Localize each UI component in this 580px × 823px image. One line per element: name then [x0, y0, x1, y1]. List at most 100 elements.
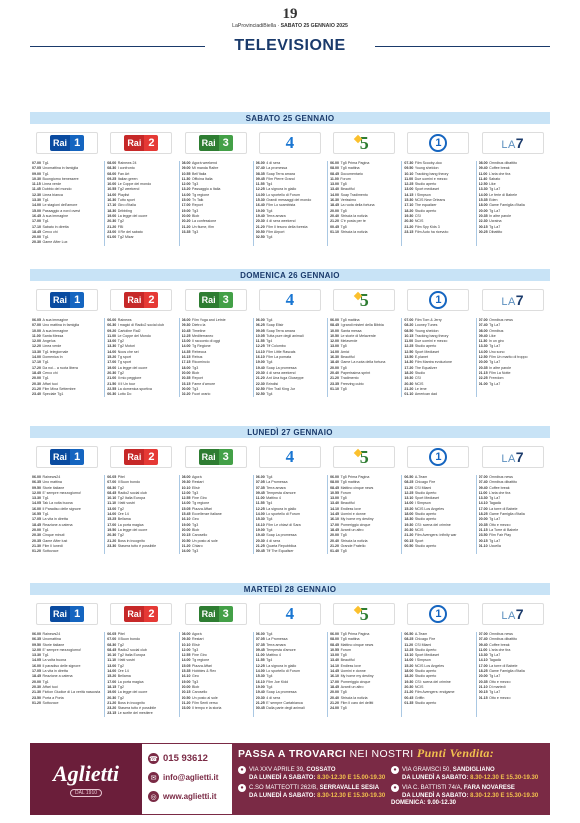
- logo-number: 1: [429, 448, 448, 466]
- programme-item: 22.25 Freedom: [479, 376, 547, 381]
- programme-item: 08.30 I confronto: [107, 166, 175, 171]
- programme-title: Fame d'amore: [192, 381, 216, 386]
- programme-time: 14.00: [181, 501, 191, 506]
- programme-item: 20.30 NCIS: [404, 528, 472, 533]
- programme-title: L'aria che tira: [488, 171, 511, 176]
- programme-item: 09.05 Soap Terra amara: [256, 329, 324, 334]
- programme-title: Di martedì: [489, 684, 506, 689]
- programme-title: La legge del cuore: [117, 690, 148, 695]
- programme-title: Grandi messaggi del mondo: [266, 198, 312, 203]
- programme-title: The equalizer: [414, 203, 437, 208]
- programme-title: Passaggio a nord ovest: [42, 208, 81, 213]
- programme-time: 13.00: [330, 182, 340, 187]
- logo-number: 2: [144, 135, 159, 151]
- programme-title: Il Paradiso delle signore: [42, 506, 81, 511]
- programme-title: Beautiful: [340, 658, 355, 663]
- programme-time: 14.00: [107, 192, 117, 197]
- programme-title: La signora in giallo: [266, 506, 297, 511]
- programme-title: Tg regione: [192, 658, 210, 663]
- programme-time: 08.00: [107, 161, 117, 165]
- logo-word: Rai: [124, 606, 145, 622]
- la7-logo-icon: LA7: [481, 289, 544, 311]
- programme-title: Tg1 telegiornale: [42, 349, 69, 354]
- programme-title: Studio: [414, 370, 426, 375]
- programme-time: 13.30: [107, 344, 117, 349]
- programme-title: Tg4: [266, 182, 273, 187]
- programme-title: Tagadà: [489, 501, 501, 506]
- programme-time: 15.45: [181, 512, 191, 517]
- programme-time: 23.15: [107, 711, 117, 716]
- ad-email[interactable]: ✉ info@aglietti.it: [148, 770, 232, 786]
- programme-time: 06.05: [107, 475, 117, 479]
- programme-time: 08.00: [181, 161, 191, 165]
- programme-time: 16.10: [255, 679, 265, 684]
- programme-time: 12.55: [181, 496, 191, 501]
- ad-website[interactable]: ◎ www.aglietti.it: [148, 789, 232, 805]
- programme-time: 11.00: [32, 333, 41, 338]
- location-pin-icon: ●: [238, 766, 246, 774]
- programme-time: 16.30: [107, 198, 117, 203]
- programme-title: Forum: [340, 647, 351, 652]
- programme-time: 20.00: [478, 360, 488, 365]
- programme-item: 23.00 Il tempo e la storia: [182, 706, 250, 711]
- programme-time: 12.25: [404, 647, 414, 652]
- programme-item: 00.25 Dibattito: [479, 230, 547, 235]
- programme-time: 07.00: [32, 161, 41, 165]
- programme-time: 12.00: [32, 339, 41, 344]
- programme-title: Tg1: [42, 235, 49, 240]
- programme-item: 11.00 Mattino 4: [256, 653, 324, 658]
- programme-title: Tg5 Prima Pagina: [340, 475, 370, 479]
- programme-time: 00.15: [478, 538, 488, 543]
- programme-title: Omnibus news: [489, 632, 513, 636]
- programme-title: Coffee break: [489, 166, 510, 171]
- programme-time: 20.00: [181, 370, 191, 375]
- programme-title: Tg5: [340, 653, 347, 658]
- programme-item: 18.20 Studio aperto: [404, 674, 472, 679]
- programme-item: 08.30 Tg2: [107, 643, 175, 648]
- programme-time: 14.05: [32, 658, 41, 663]
- programme-time: 10.10: [107, 496, 117, 501]
- programme-item: 19.00 Tg4: [256, 209, 324, 214]
- programme-time: 11.00: [478, 490, 488, 495]
- logo-number: 2: [144, 606, 159, 622]
- programme-time: 20.00: [330, 690, 340, 695]
- programme-time: 01.10: [330, 386, 340, 391]
- programme-time: 12.25: [255, 663, 265, 668]
- programme-time: 12.50: [404, 349, 414, 354]
- rete4-logo-icon: 4: [258, 132, 321, 154]
- programme-item: 01.35 Studio aperto: [404, 701, 472, 706]
- programme-item: 14.05 La volta buona: [32, 658, 101, 663]
- programme-time: 14.35: [181, 349, 191, 354]
- programme-item: 06.50 A-Team: [404, 475, 472, 480]
- programme-title: Un fiume, film: [192, 224, 214, 229]
- programme-item: 16.00 Il Paradiso delle signore: [32, 507, 101, 512]
- programme-time: 08.00: [181, 475, 191, 479]
- programme-time: 10.00: [32, 328, 41, 333]
- programme-title: Studio aperto: [414, 669, 437, 674]
- programme-title: Carosello: [192, 533, 208, 538]
- programme-item: 23.00 Il Re del sabato: [107, 230, 175, 235]
- programme-title: CSI Miami: [414, 485, 432, 490]
- programme-time: 20.35: [478, 522, 488, 527]
- schedule-column-rete4: 06.00 Tg4 06.25 Soap Elisir 09.05 Soap Terra …: [252, 318, 327, 398]
- programme-title: Tg4: [266, 318, 273, 322]
- programme-title: Tg2 weekend: [117, 187, 140, 192]
- programme-item: 07.35 Terra amara: [256, 486, 324, 491]
- programme-title: Tg5 mattina: [340, 166, 360, 171]
- programme-item: 14.00 I Simpson: [404, 501, 472, 506]
- programme-item: 07.00 Il Buon bondo: [107, 637, 175, 642]
- programme-time: 13.40: [330, 658, 340, 663]
- programme-title: Striscia la notizia: [340, 213, 368, 218]
- programme-time: 11.20: [404, 642, 414, 647]
- programme-title: Unomattina: [42, 637, 61, 642]
- programme-item: 14.00 Soap Tradimento: [330, 193, 398, 198]
- programme-item: 19.40 Soap La promessa: [256, 690, 324, 695]
- ad-phone[interactable]: ☎ 015 93612: [148, 751, 232, 767]
- programme-time: 20.30: [32, 240, 41, 245]
- programme-time: 11.10: [107, 658, 117, 663]
- programme-time: 23.40: [32, 392, 41, 397]
- programme-title: Tg4: [266, 360, 273, 365]
- programme-time: 10.00: [330, 328, 340, 333]
- store-address: VIA C. BATTISTI 74/A,: [402, 785, 463, 791]
- programme-time: 19.00: [181, 679, 191, 684]
